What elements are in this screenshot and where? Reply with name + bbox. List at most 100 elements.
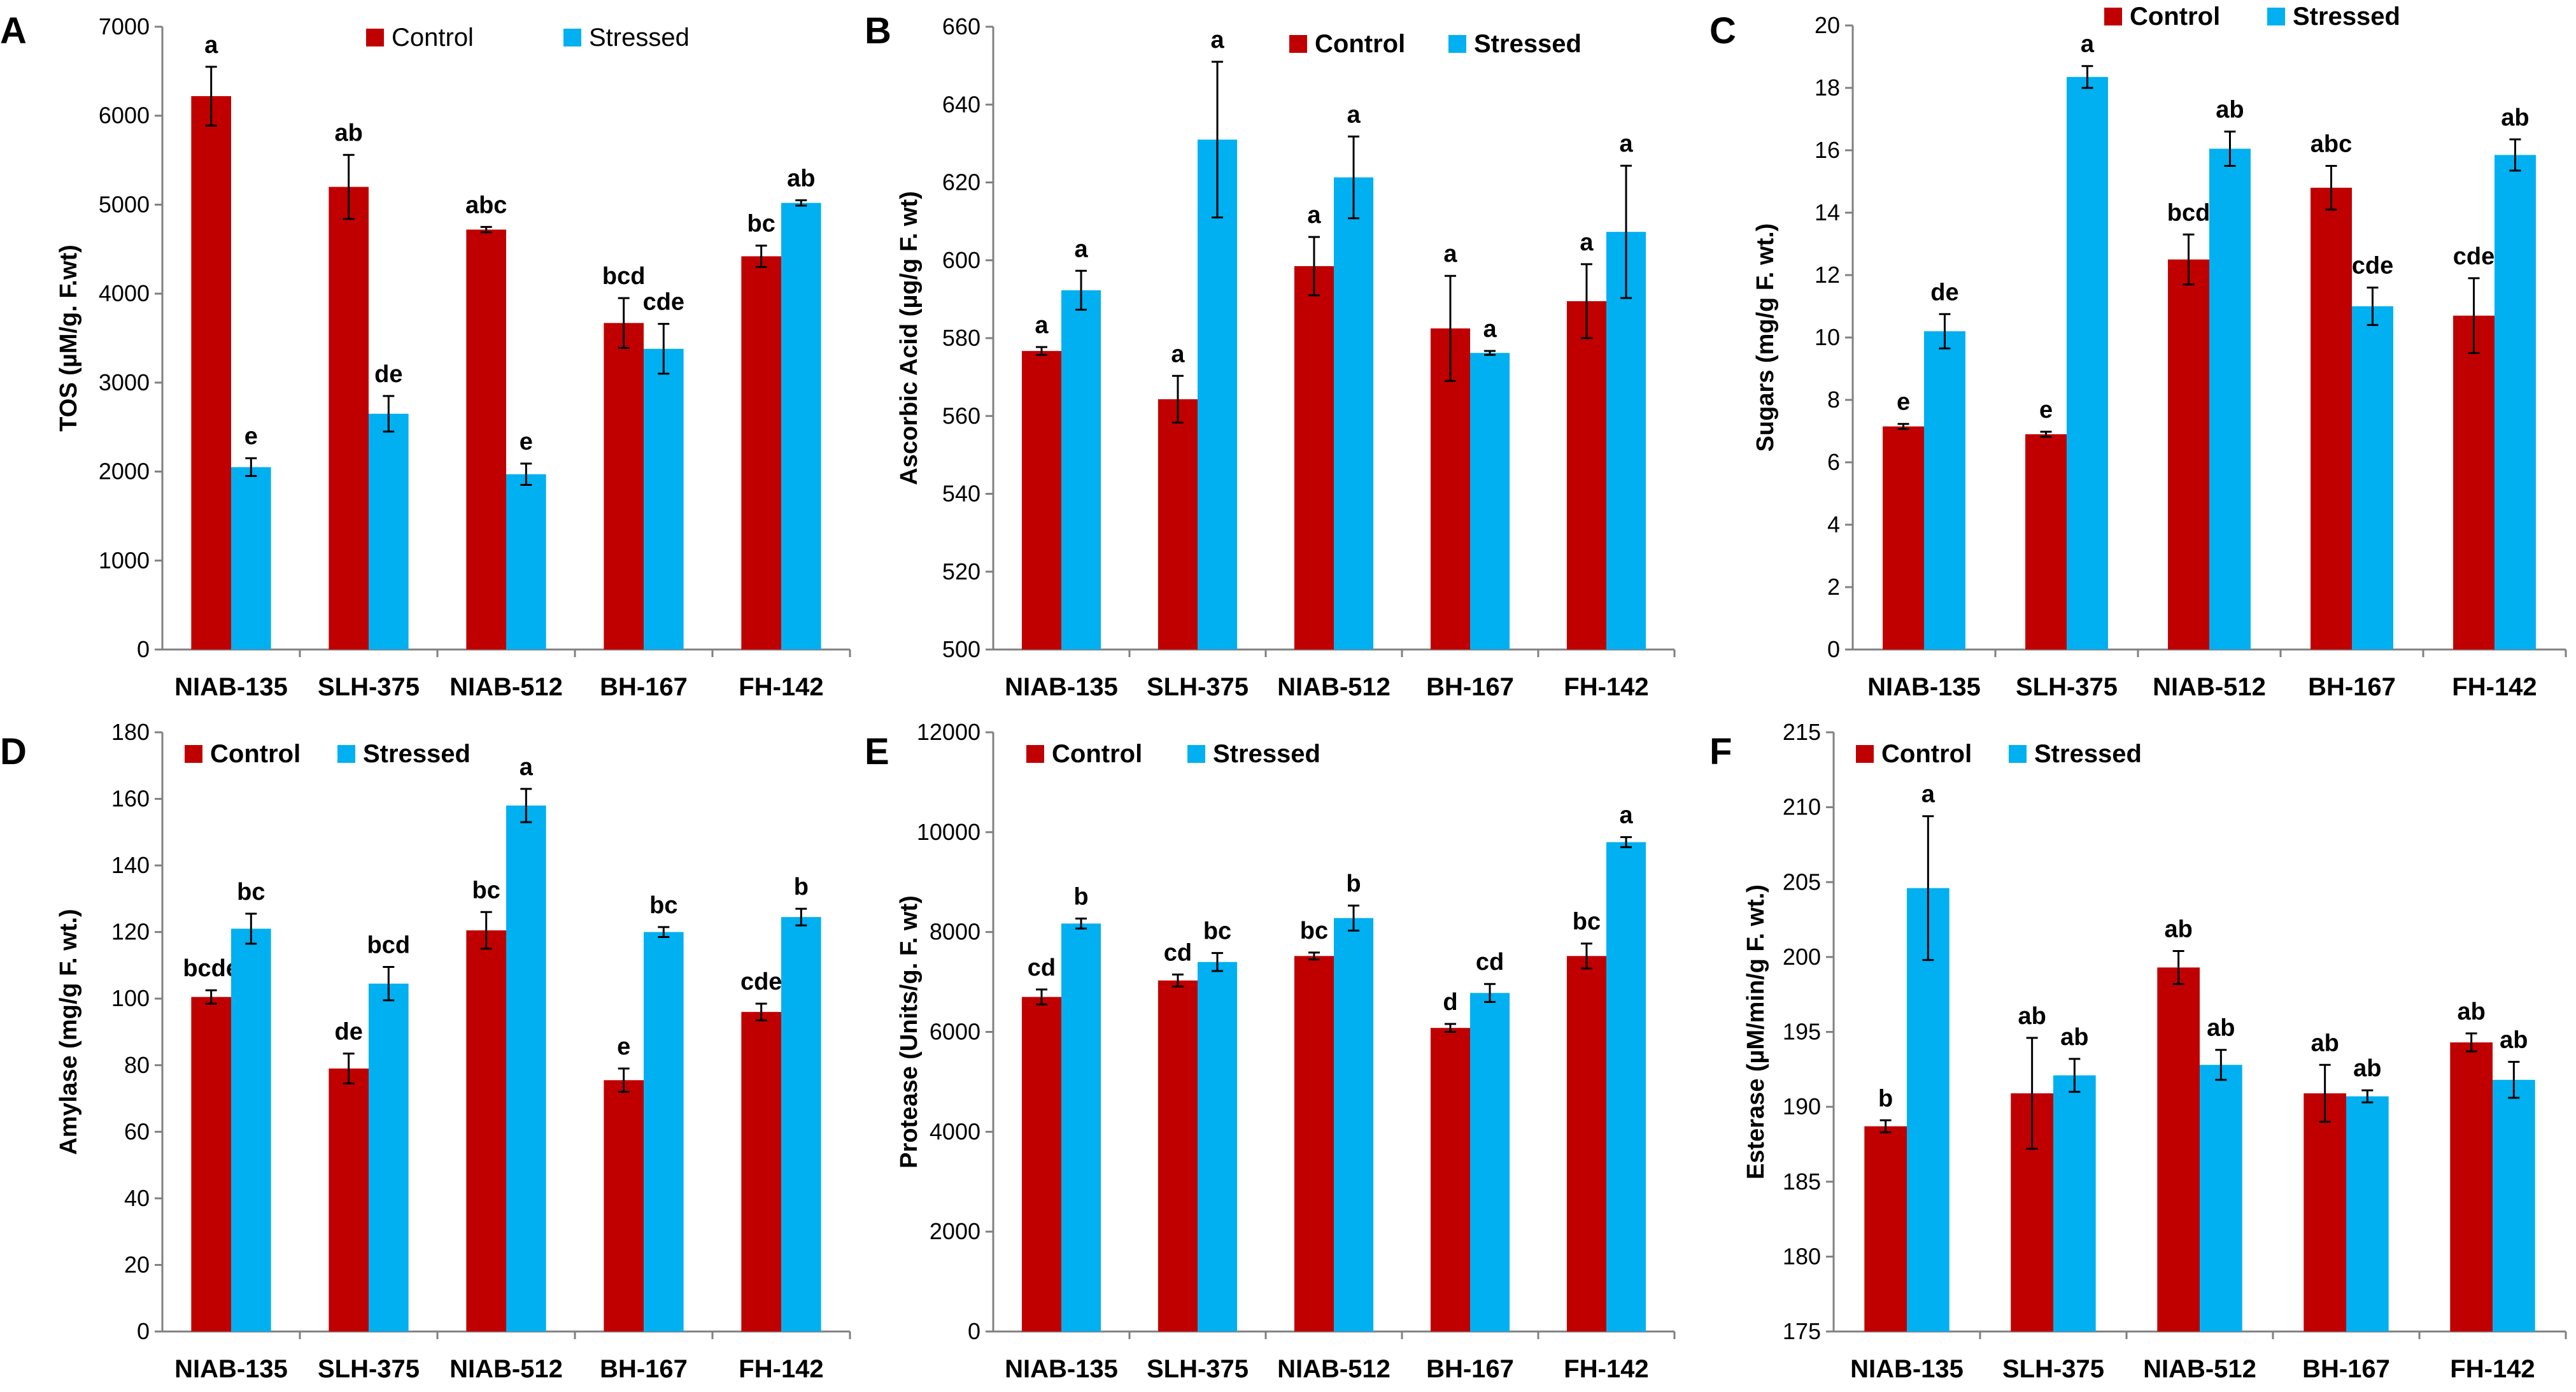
significance-letter: ab: [2164, 916, 2192, 942]
legend-label-stressed: Stressed: [1213, 740, 1320, 768]
legend-swatch-control: [1289, 35, 1307, 53]
significance-letter: a: [1619, 802, 1633, 829]
bar-control: [1021, 997, 1061, 1332]
x-tick-label: NIAB-135: [1005, 673, 1118, 701]
y-tick-label: 100: [111, 985, 150, 1011]
legend-swatch-control: [1026, 745, 1044, 763]
legend-swatch-stressed: [1187, 745, 1205, 763]
y-tick-label: 60: [124, 1118, 150, 1144]
y-tick-label: 215: [1783, 719, 1821, 745]
bar-control: [2025, 434, 2067, 650]
y-tick-label: 20: [124, 1251, 150, 1277]
x-tick-label: NIAB-512: [2153, 673, 2266, 701]
bar-control: [741, 256, 781, 650]
bar-control: [329, 187, 369, 650]
bar-control: [1157, 980, 1198, 1332]
bar-stressed: [1198, 962, 1238, 1332]
x-tick-label: NIAB-512: [449, 1355, 563, 1383]
bar-control: [741, 1012, 781, 1332]
y-axis-title: Ascorbic Acid (µg/g F. wt): [896, 191, 923, 485]
x-tick-label: NIAB-135: [1867, 673, 1981, 701]
x-tick-label: NIAB-135: [174, 673, 288, 701]
legend-label-control: Control: [1315, 30, 1405, 58]
x-tick-label: FH-142: [2450, 1355, 2535, 1383]
x-tick-label: FH-142: [2452, 673, 2537, 701]
x-tick-label: BH-167: [2302, 1355, 2390, 1383]
bar-stressed: [1198, 139, 1238, 650]
legend-label-control: Control: [392, 24, 474, 52]
bar-stressed: [369, 983, 409, 1332]
bar-control: [2304, 1093, 2346, 1332]
bar-stressed: [1606, 232, 1646, 650]
x-tick-label: BH-167: [2308, 673, 2396, 701]
bar-control: [466, 930, 506, 1332]
y-tick-label: 8000: [930, 919, 980, 945]
y-tick-label: 600: [942, 247, 980, 273]
significance-letter: bcde: [183, 955, 239, 982]
legend-swatch-control: [366, 29, 384, 46]
bar-control: [191, 96, 231, 650]
bar-control: [191, 997, 231, 1332]
x-tick-label: NIAB-135: [174, 1355, 288, 1383]
y-tick-label: 4000: [930, 1118, 980, 1144]
y-tick-label: 10000: [917, 819, 980, 845]
x-tick-label: SLH-375: [2002, 1355, 2104, 1383]
y-tick-label: 185: [1783, 1168, 1821, 1195]
significance-letter: bc: [649, 892, 677, 919]
significance-letter: a: [1443, 241, 1457, 267]
significance-letter: a: [1210, 27, 1224, 53]
y-tick-label: 195: [1783, 1019, 1821, 1045]
y-tick-label: 500: [942, 636, 980, 662]
significance-letter: de: [335, 1018, 363, 1045]
significance-letter: a: [1171, 341, 1185, 367]
legend-swatch-stressed: [337, 745, 355, 763]
significance-letter: de: [1930, 279, 1958, 306]
chart-panel-a: A 0 1000 2000 3000 4000 5000 6000 7000 TOS (µM/g.…: [0, 10, 851, 701]
y-tick-label: 3000: [99, 369, 150, 395]
y-tick-label: 4000: [99, 280, 150, 306]
y-tick-label: 18: [1815, 75, 1840, 101]
bar-stressed: [1061, 290, 1101, 650]
x-tick-label: NIAB-512: [1277, 1355, 1391, 1383]
y-tick-label: 660: [942, 13, 980, 39]
chart-panel-c: C 0 2 4 6 8 10 12 14 16 18 20 Sugars (mg/g F. wt.) NI…: [1709, 3, 2567, 701]
y-tick-label: 120: [111, 919, 150, 945]
legend: Control Stressed: [1856, 740, 2142, 768]
y-tick-label: 140: [111, 852, 150, 878]
legend-label-control: Control: [1881, 740, 1972, 768]
significance-letter: b: [1346, 870, 1361, 897]
y-tick-label: 40: [124, 1185, 150, 1211]
bar-control: [1157, 399, 1198, 650]
significance-letter: ab: [335, 120, 363, 146]
significance-letter: ab: [2500, 1027, 2528, 1054]
bar-stressed: [369, 413, 409, 650]
y-tick-label: 8: [1827, 387, 1840, 413]
y-tick-label: 540: [942, 481, 980, 507]
significance-letter: bc: [472, 877, 500, 904]
bar-control: [2450, 1042, 2493, 1332]
significance-letter: cde: [740, 969, 782, 995]
y-tick-label: 560: [942, 402, 980, 429]
bar-stressed: [231, 467, 271, 650]
bar-stressed: [781, 202, 821, 650]
bar-control: [466, 229, 506, 650]
x-tick-label: BH-167: [1426, 673, 1514, 701]
bar-control: [1430, 328, 1470, 650]
bar-control: [1294, 266, 1334, 650]
panel-label: C: [1709, 10, 1736, 52]
y-tick-label: 0: [1827, 636, 1840, 662]
y-tick-label: 175: [1783, 1318, 1821, 1344]
y-tick-label: 520: [942, 558, 980, 585]
y-tick-label: 160: [111, 786, 150, 812]
y-tick-label: 6: [1827, 449, 1840, 475]
significance-letter: bcd: [367, 932, 411, 959]
y-tick-label: 16: [1815, 137, 1840, 163]
significance-letter: ab: [2311, 1030, 2339, 1056]
significance-letter: abc: [2311, 131, 2352, 158]
significance-letter: ab: [2060, 1024, 2088, 1051]
bar-stressed: [1907, 888, 1950, 1332]
bar-stressed: [2053, 1075, 2096, 1332]
significance-letter: a: [1074, 236, 1088, 262]
panel-label: E: [865, 731, 889, 772]
